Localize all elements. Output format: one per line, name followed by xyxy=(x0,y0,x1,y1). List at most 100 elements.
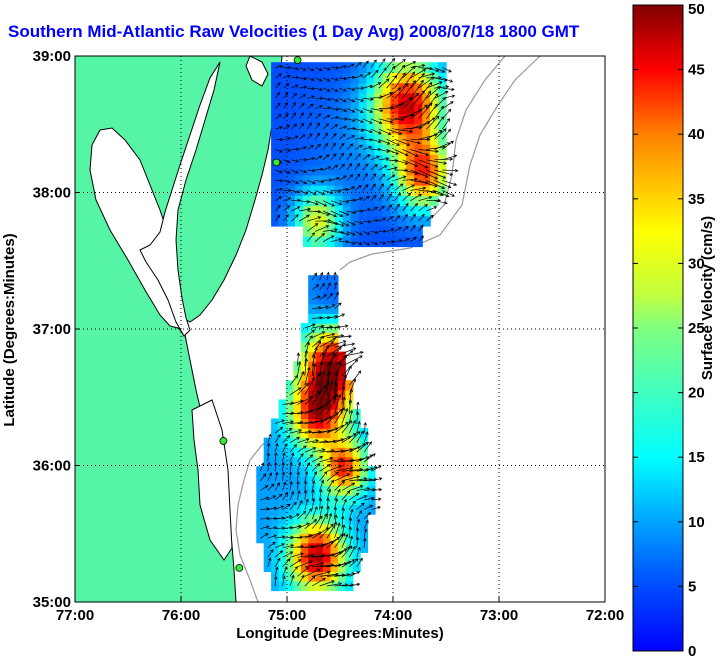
velocity-cell xyxy=(382,215,391,227)
velocity-arrow xyxy=(319,395,336,415)
velocity-arrow xyxy=(289,574,295,587)
velocity-arrow xyxy=(326,488,332,501)
velocity-arrow xyxy=(370,218,379,223)
velocity-cell xyxy=(308,456,317,467)
velocity-cell xyxy=(360,466,369,477)
velocity-arrow xyxy=(426,179,446,190)
velocity-arrow xyxy=(307,67,315,72)
velocity-arrow xyxy=(274,482,280,491)
velocity-arrow xyxy=(282,558,291,568)
velocity-arrow xyxy=(319,332,336,338)
velocity-arrow xyxy=(346,126,357,131)
velocity-arrow xyxy=(334,473,351,482)
velocity-arrow xyxy=(311,506,318,520)
velocity-arrow xyxy=(326,271,330,281)
velocity-arrow xyxy=(334,324,349,329)
velocity-cell xyxy=(318,113,328,125)
velocity-arrow xyxy=(330,200,343,206)
velocity-cell xyxy=(318,236,328,248)
velocity-arrow xyxy=(319,537,341,549)
velocity-arrow xyxy=(354,74,364,79)
velocity-cell xyxy=(318,103,328,114)
velocity-arrow xyxy=(330,176,341,181)
velocity-cell xyxy=(414,236,423,248)
velocity-cell xyxy=(263,542,272,553)
velocity-cell xyxy=(337,370,346,381)
velocity-arrow xyxy=(298,122,305,130)
velocity-arrow xyxy=(274,419,285,424)
velocity-arrow xyxy=(370,155,380,161)
velocity-arrow xyxy=(378,91,393,99)
velocity-arrow xyxy=(330,142,337,150)
velocity-arrow xyxy=(281,461,285,472)
velocity-arrow xyxy=(363,528,368,539)
velocity-cell xyxy=(308,380,317,391)
velocity-arrow xyxy=(307,77,315,82)
velocity-cell xyxy=(318,164,328,176)
velocity-cell xyxy=(360,447,369,458)
velocity-cell xyxy=(366,195,376,207)
velocity-arrow xyxy=(338,142,345,150)
velocity-arrow xyxy=(410,104,428,120)
velocity-arrow xyxy=(378,229,387,234)
velocity-arrow xyxy=(289,429,303,434)
velocity-arrow xyxy=(442,77,454,83)
velocity-arrow xyxy=(349,558,359,568)
velocity-arrow xyxy=(386,65,396,79)
velocity-arrow xyxy=(434,190,450,198)
velocity-arrow xyxy=(378,78,390,89)
velocity-arrow xyxy=(418,195,433,202)
velocity-cell xyxy=(308,361,317,372)
velocity-cell xyxy=(285,571,294,582)
velocity-arrow xyxy=(330,237,343,243)
velocity-arrow xyxy=(323,228,339,232)
velocity-arrow xyxy=(334,497,339,510)
velocity-arrow xyxy=(402,177,418,182)
delaware-bay xyxy=(245,56,269,87)
velocity-arrow xyxy=(338,152,345,161)
velocity-arrow xyxy=(370,230,379,235)
velocity-arrow xyxy=(298,112,304,120)
velocity-cell xyxy=(318,82,328,94)
velocity-arrow xyxy=(322,77,331,82)
velocity-arrow xyxy=(330,107,340,111)
velocity-cell xyxy=(279,195,288,207)
velocity-arrow xyxy=(341,475,361,482)
velocity-arrow xyxy=(275,126,284,130)
velocity-arrow xyxy=(322,200,336,207)
velocity-cell xyxy=(271,174,280,186)
velocity-arrow xyxy=(348,517,353,529)
velocity-cell xyxy=(263,552,272,563)
velocity-cell xyxy=(287,215,296,227)
velocity-arrow xyxy=(434,85,450,89)
y-axis-ticks: 35:00 36:00 37:00 38:00 39:00 xyxy=(33,48,80,611)
velocity-vectors xyxy=(259,57,459,587)
velocity-arrow xyxy=(346,220,356,226)
velocity-cell xyxy=(330,466,339,477)
x-tick-label: 75:00 xyxy=(268,607,306,624)
velocity-arrow xyxy=(330,153,337,161)
velocity-arrow xyxy=(312,306,322,310)
velocity-arrow xyxy=(354,241,363,246)
velocity-arrow xyxy=(370,118,383,125)
velocity-arrow xyxy=(426,115,440,130)
velocity-arrow xyxy=(315,167,324,171)
velocity-arrow xyxy=(282,515,293,520)
velocity-cell xyxy=(300,370,309,381)
y-tick-label: 39:00 xyxy=(33,48,71,65)
velocity-arrow xyxy=(283,214,289,222)
velocity-arrow xyxy=(289,480,293,491)
velocity-arrow xyxy=(386,128,403,135)
velocity-arrow xyxy=(341,482,356,491)
velocity-arrow xyxy=(303,489,308,501)
velocity-arrow xyxy=(356,441,369,453)
velocity-arrow xyxy=(311,384,327,405)
velocity-cell xyxy=(308,552,317,563)
velocity-cell xyxy=(398,144,407,155)
velocity-arrow xyxy=(394,227,402,232)
colorbar-tick-label: 30 xyxy=(688,255,705,272)
velocity-cell xyxy=(337,552,346,563)
velocity-arrow xyxy=(394,175,407,181)
velocity-arrow xyxy=(386,149,399,155)
x-tick-label: 72:00 xyxy=(586,607,624,624)
